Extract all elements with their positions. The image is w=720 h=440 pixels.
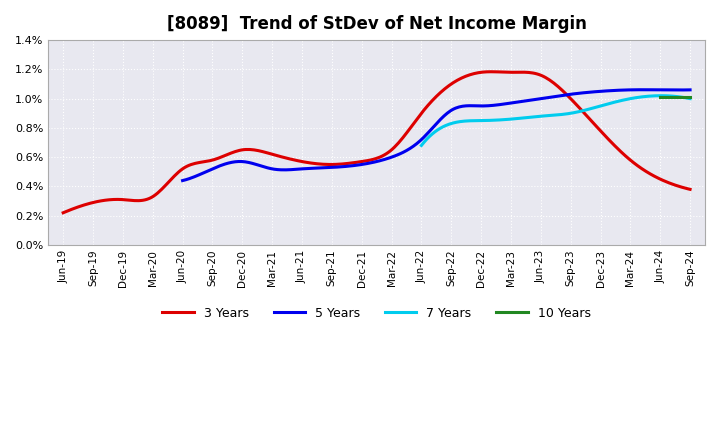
3 Years: [59, 210, 68, 216]
3 Years: [61, 209, 70, 215]
7 Years: [577, 108, 585, 114]
7 Years: [417, 143, 426, 148]
10 Years: [656, 95, 665, 100]
7 Years: [418, 142, 427, 147]
Line: 3 Years: 3 Years: [63, 72, 690, 213]
7 Years: [662, 93, 670, 99]
Line: 5 Years: 5 Years: [183, 90, 690, 180]
5 Years: [179, 178, 187, 183]
7 Years: [582, 107, 590, 113]
5 Years: [606, 88, 615, 93]
7 Years: [644, 94, 652, 99]
5 Years: [180, 177, 189, 183]
Title: [8089]  Trend of StDev of Net Income Margin: [8089] Trend of StDev of Net Income Marg…: [167, 15, 587, 33]
10 Years: [685, 95, 694, 100]
3 Years: [629, 160, 638, 165]
Legend: 3 Years, 5 Years, 7 Years, 10 Years: 3 Years, 5 Years, 7 Years, 10 Years: [158, 302, 595, 325]
3 Years: [430, 96, 438, 101]
5 Years: [638, 87, 647, 92]
3 Years: [443, 84, 451, 90]
5 Years: [489, 103, 498, 108]
7 Years: [576, 109, 585, 114]
5 Years: [640, 87, 649, 92]
Line: 7 Years: 7 Years: [421, 96, 690, 146]
7 Years: [685, 96, 694, 101]
7 Years: [657, 93, 665, 99]
3 Years: [589, 121, 598, 126]
3 Years: [685, 187, 694, 192]
5 Years: [479, 103, 487, 109]
3 Years: [487, 69, 495, 74]
5 Years: [685, 87, 694, 92]
5 Years: [480, 103, 489, 109]
3 Years: [432, 94, 441, 99]
